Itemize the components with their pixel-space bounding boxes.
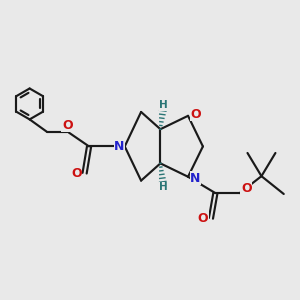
Text: H: H <box>159 182 168 192</box>
Text: O: O <box>62 118 73 131</box>
Text: H: H <box>159 100 168 110</box>
Text: N: N <box>190 172 201 185</box>
Text: N: N <box>114 140 124 153</box>
Text: O: O <box>197 212 208 225</box>
Text: O: O <box>241 182 252 195</box>
Text: O: O <box>71 167 82 180</box>
Text: O: O <box>190 108 201 121</box>
